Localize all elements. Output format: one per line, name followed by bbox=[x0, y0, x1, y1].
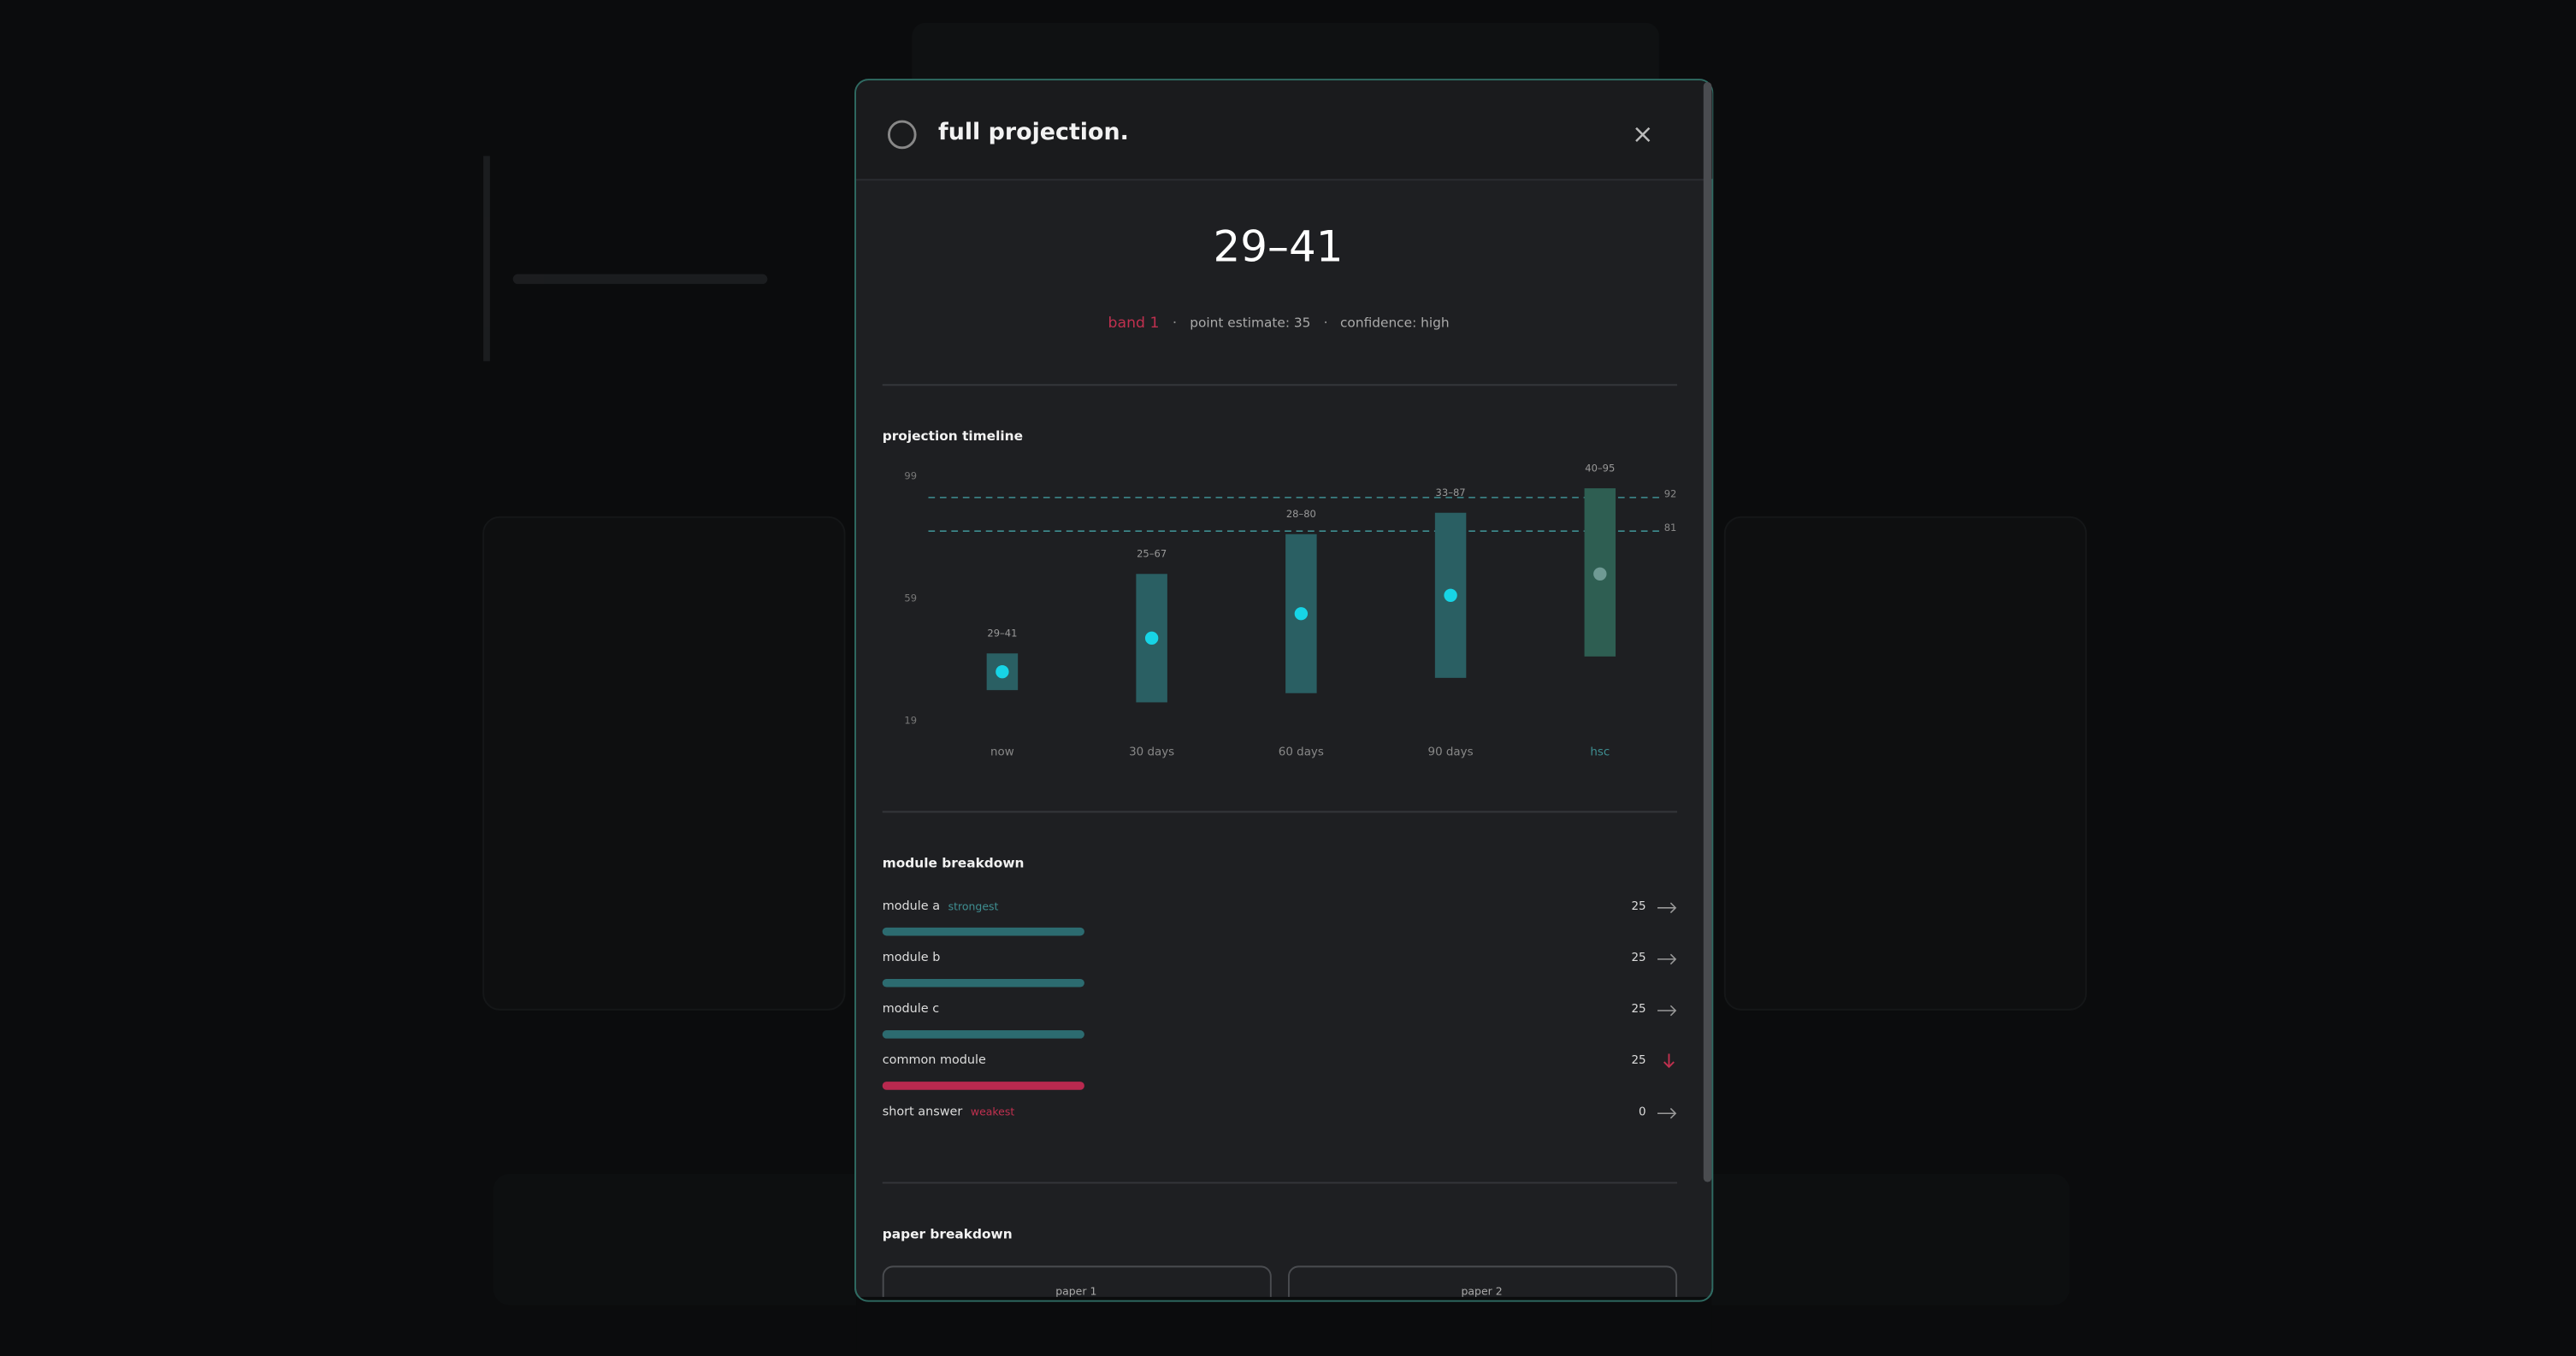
module-bar bbox=[882, 927, 1084, 936]
score: 29–41 bbox=[1213, 221, 1343, 271]
section-title: module breakdown bbox=[883, 855, 1025, 870]
x-tick-label: 60 days bbox=[1279, 746, 1324, 758]
modal-bottom-border bbox=[856, 1296, 1712, 1356]
reference-label: 81 bbox=[1664, 522, 1677, 534]
x-tick-label: 30 days bbox=[1129, 746, 1174, 758]
range-label: 25–67 bbox=[1137, 548, 1167, 560]
paper-name: paper 2 bbox=[1461, 1285, 1502, 1298]
y-tick-label: 99 bbox=[904, 469, 917, 481]
reference-label: 92 bbox=[1664, 488, 1677, 500]
point-estimate: point estimate: 35 bbox=[1190, 315, 1310, 331]
module-name: module b bbox=[883, 951, 941, 964]
separator: · bbox=[1323, 315, 1328, 332]
module-value: 25 bbox=[1631, 1003, 1645, 1016]
confidence: confidence: high bbox=[1340, 315, 1450, 331]
trend-arrow bbox=[1657, 953, 1677, 965]
x-tick-label: 90 days bbox=[1428, 746, 1474, 758]
bg-progress bbox=[512, 274, 768, 285]
module-bar bbox=[882, 978, 1084, 988]
bg-accent bbox=[483, 156, 490, 362]
point-estimate bbox=[1144, 631, 1159, 646]
paper-name: paper 1 bbox=[1055, 1285, 1096, 1298]
search-bar bbox=[912, 22, 1659, 96]
section-title: projection timeline bbox=[883, 428, 1023, 444]
close-button[interactable] bbox=[1635, 127, 1651, 143]
module-name: short answer bbox=[883, 1105, 963, 1118]
trend-arrow bbox=[1657, 902, 1677, 914]
trend-arrow bbox=[1657, 1005, 1677, 1017]
scrollbar bbox=[1703, 82, 1712, 1182]
module-value: 0 bbox=[1639, 1105, 1646, 1118]
module-tag: strongest bbox=[948, 899, 999, 912]
point-estimate bbox=[1593, 567, 1607, 581]
module-name: module c bbox=[883, 1002, 940, 1016]
modal-bottom-edge bbox=[854, 1288, 1714, 1302]
modal-header bbox=[856, 80, 1713, 180]
trend-arrow bbox=[1657, 1107, 1677, 1119]
point-estimate bbox=[1444, 588, 1457, 602]
range-label: 33–87 bbox=[1436, 486, 1466, 498]
bg-card bbox=[1723, 516, 2088, 1011]
bg-card bbox=[482, 516, 846, 1011]
point-estimate bbox=[1294, 607, 1309, 621]
section-title: paper breakdown bbox=[883, 1226, 1013, 1241]
range-label: 40–95 bbox=[1585, 463, 1615, 475]
y-tick-label: 59 bbox=[904, 592, 917, 604]
trend-arrow bbox=[1663, 1053, 1675, 1069]
module-bar bbox=[882, 1082, 1084, 1090]
x-tick-label: hsc bbox=[1590, 746, 1610, 758]
separator: · bbox=[1173, 315, 1178, 332]
point-estimate bbox=[996, 665, 1009, 679]
module-bar bbox=[882, 1030, 1084, 1039]
module-name: common module bbox=[883, 1053, 986, 1067]
module-tag: weakest bbox=[971, 1105, 1014, 1118]
range-label: 29–41 bbox=[987, 628, 1017, 640]
module-value: 25 bbox=[1631, 952, 1645, 964]
logo-icon bbox=[887, 120, 917, 150]
module-value: 25 bbox=[1631, 900, 1645, 913]
y-tick-label: 19 bbox=[904, 714, 917, 726]
modal-title: full projection. bbox=[938, 119, 1129, 145]
range-label: 28–80 bbox=[1286, 508, 1316, 520]
module-name: module a bbox=[883, 899, 940, 913]
module-value: 25 bbox=[1631, 1054, 1645, 1067]
band: band 1 bbox=[1108, 315, 1160, 332]
x-tick-label: now bbox=[990, 746, 1014, 758]
